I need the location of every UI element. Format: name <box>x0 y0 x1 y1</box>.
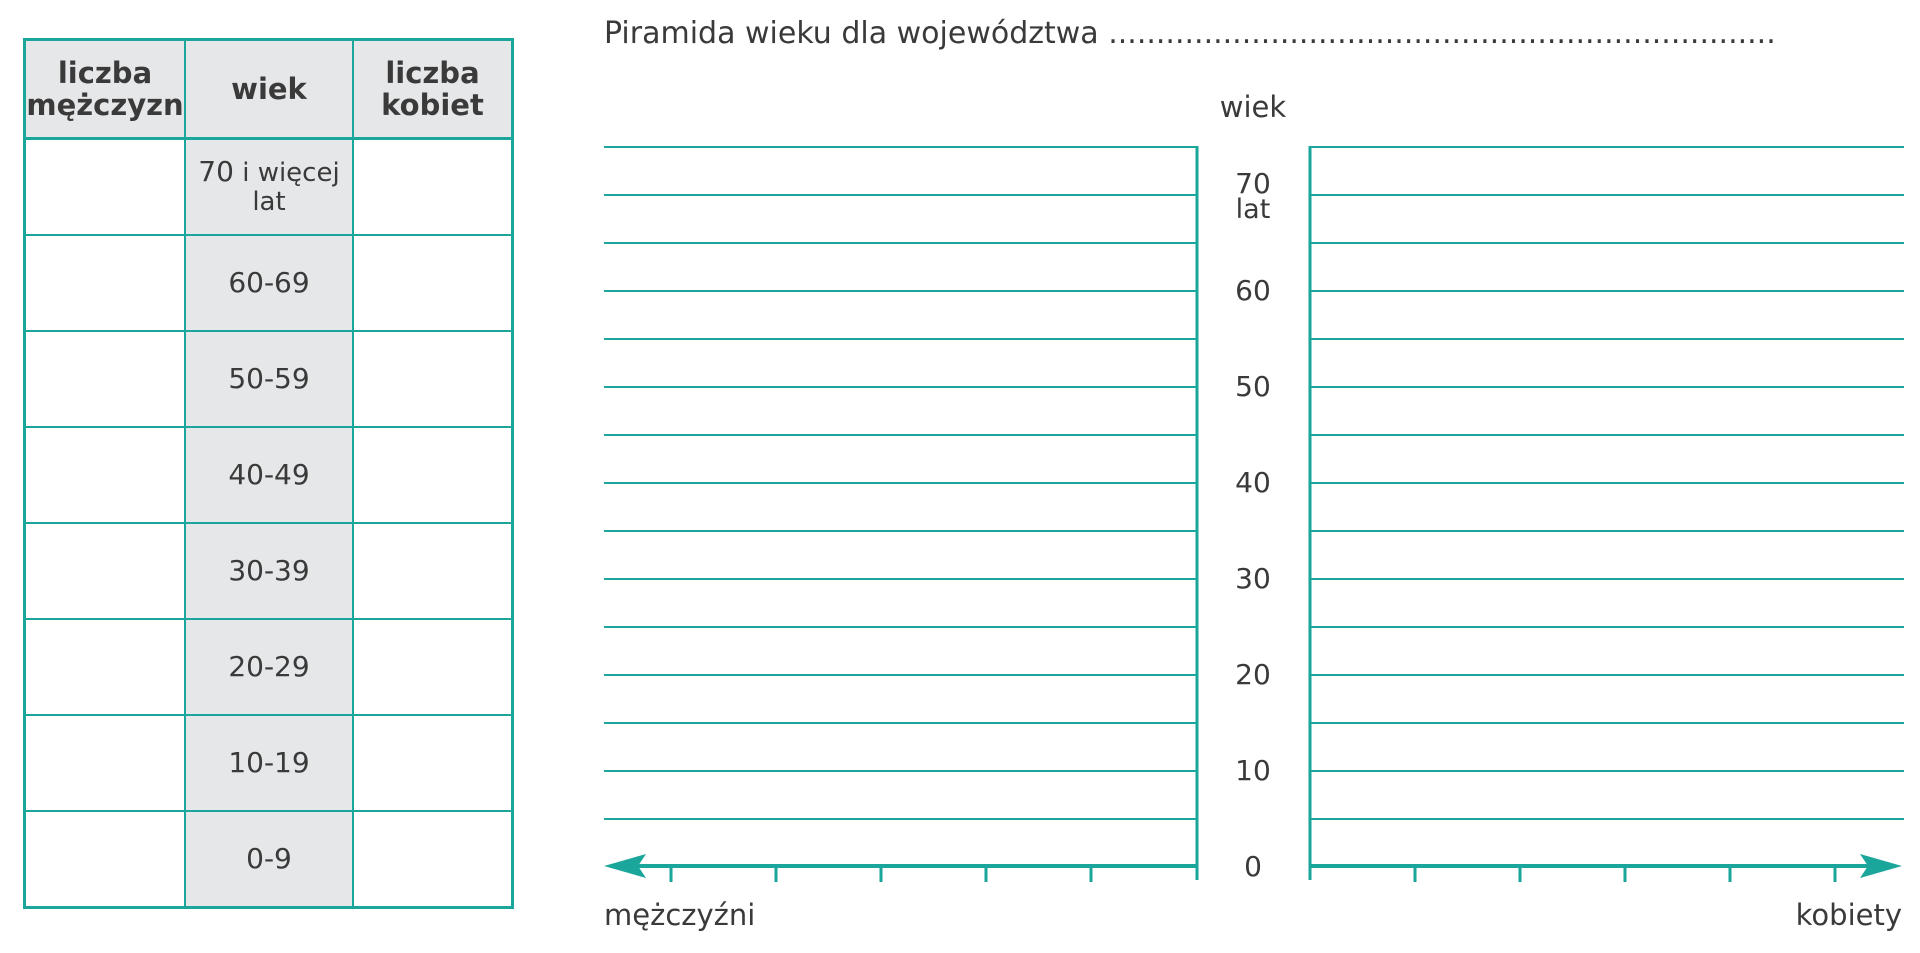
women-grid <box>1310 146 1904 820</box>
men-count-cell[interactable] <box>23 234 186 332</box>
age-range-label: 0-9 <box>246 842 292 875</box>
header-age-label: wiek <box>231 72 307 106</box>
age-range-label-rest: i więcej <box>233 158 340 188</box>
age-range-label: 30-39 <box>228 554 310 587</box>
men-count-cell[interactable] <box>23 714 186 812</box>
men-axis-arrow-icon <box>604 854 646 878</box>
age-range-label: 40-49 <box>228 458 310 491</box>
age-range-cell: 50-59 <box>184 330 354 428</box>
men-count-cell[interactable] <box>23 426 186 524</box>
age-range-label-unit: lat <box>252 187 286 217</box>
age-range-cell: 70 i więcej lat <box>184 137 354 236</box>
men-axis-label: mężczyźni <box>604 898 755 932</box>
table-row: 70 i więcej lat <box>23 137 514 236</box>
age-tick-label: 0 <box>1244 850 1262 883</box>
age-range-label: 10-19 <box>228 746 310 779</box>
age-range-label: 60-69 <box>228 266 310 299</box>
header-women-line1: liczba <box>385 56 480 90</box>
table-row: 60-69 <box>23 234 514 332</box>
age-tick-unit: lat <box>1236 194 1271 225</box>
age-tick-label: 20 <box>1235 658 1271 691</box>
age-range-cell: 20-29 <box>184 618 354 716</box>
header-men-count: liczba mężczyzn <box>23 38 186 140</box>
women-count-cell[interactable] <box>352 810 514 909</box>
women-count-cell[interactable] <box>352 137 514 236</box>
table-row: 50-59 <box>23 330 514 428</box>
age-tick-label: 40 <box>1235 466 1271 499</box>
horizontal-axis-ticks <box>669 866 1837 882</box>
age-range-cell: 40-49 <box>184 426 354 524</box>
men-count-cell[interactable] <box>23 618 186 716</box>
age-tick-label: 30 <box>1235 562 1271 595</box>
women-count-cell[interactable] <box>352 714 514 812</box>
age-range-label: 70 <box>198 155 234 188</box>
men-count-cell[interactable] <box>23 522 186 620</box>
header-men-line1: liczba <box>57 56 153 90</box>
header-women-count: liczba kobiet <box>352 38 514 140</box>
women-count-cell[interactable] <box>352 426 514 524</box>
men-count-cell[interactable] <box>23 810 186 909</box>
table-row: 10-19 <box>23 714 514 812</box>
age-tick-label: 50 <box>1235 370 1271 403</box>
age-range-cell: 0-9 <box>184 810 354 909</box>
header-women-line2: kobiet <box>381 88 484 122</box>
age-range-label: 50-59 <box>228 362 310 395</box>
table-row: 30-39 <box>23 522 514 620</box>
age-range-cell: 30-39 <box>184 522 354 620</box>
women-count-cell[interactable] <box>352 234 514 332</box>
age-data-table: liczba mężczyzn wiek liczba kobiet 70 i … <box>23 38 514 909</box>
table-row: 0-9 <box>23 810 514 909</box>
header-age: wiek <box>184 38 354 140</box>
age-tick-label: 10 <box>1235 754 1271 787</box>
age-range-cell: 60-69 <box>184 234 354 332</box>
table-row: 20-29 <box>23 618 514 716</box>
age-tick-label: 70 <box>1235 167 1271 200</box>
women-count-cell[interactable] <box>352 618 514 716</box>
women-axis-arrow-icon <box>1860 854 1902 878</box>
pyramid-axes <box>604 146 1902 880</box>
men-grid <box>604 146 1197 820</box>
age-axis-label: wiek <box>1220 90 1287 124</box>
header-men-line2: mężczyzn <box>26 88 184 122</box>
pyramid-title: Piramida wieku dla województwa .........… <box>604 16 1776 51</box>
age-range-cell: 10-19 <box>184 714 354 812</box>
table-header-row: liczba mężczyzn wiek liczba kobiet <box>23 38 514 140</box>
age-tick-labels: 70 60 50 40 30 20 10 0 <box>1235 167 1271 883</box>
age-tick-label: 60 <box>1235 274 1271 307</box>
table-row: 40-49 <box>23 426 514 524</box>
men-count-cell[interactable] <box>23 330 186 428</box>
women-count-cell[interactable] <box>352 330 514 428</box>
women-count-cell[interactable] <box>352 522 514 620</box>
women-axis-label: kobiety <box>1796 898 1902 932</box>
age-range-label: 20-29 <box>228 650 310 683</box>
men-count-cell[interactable] <box>23 137 186 236</box>
